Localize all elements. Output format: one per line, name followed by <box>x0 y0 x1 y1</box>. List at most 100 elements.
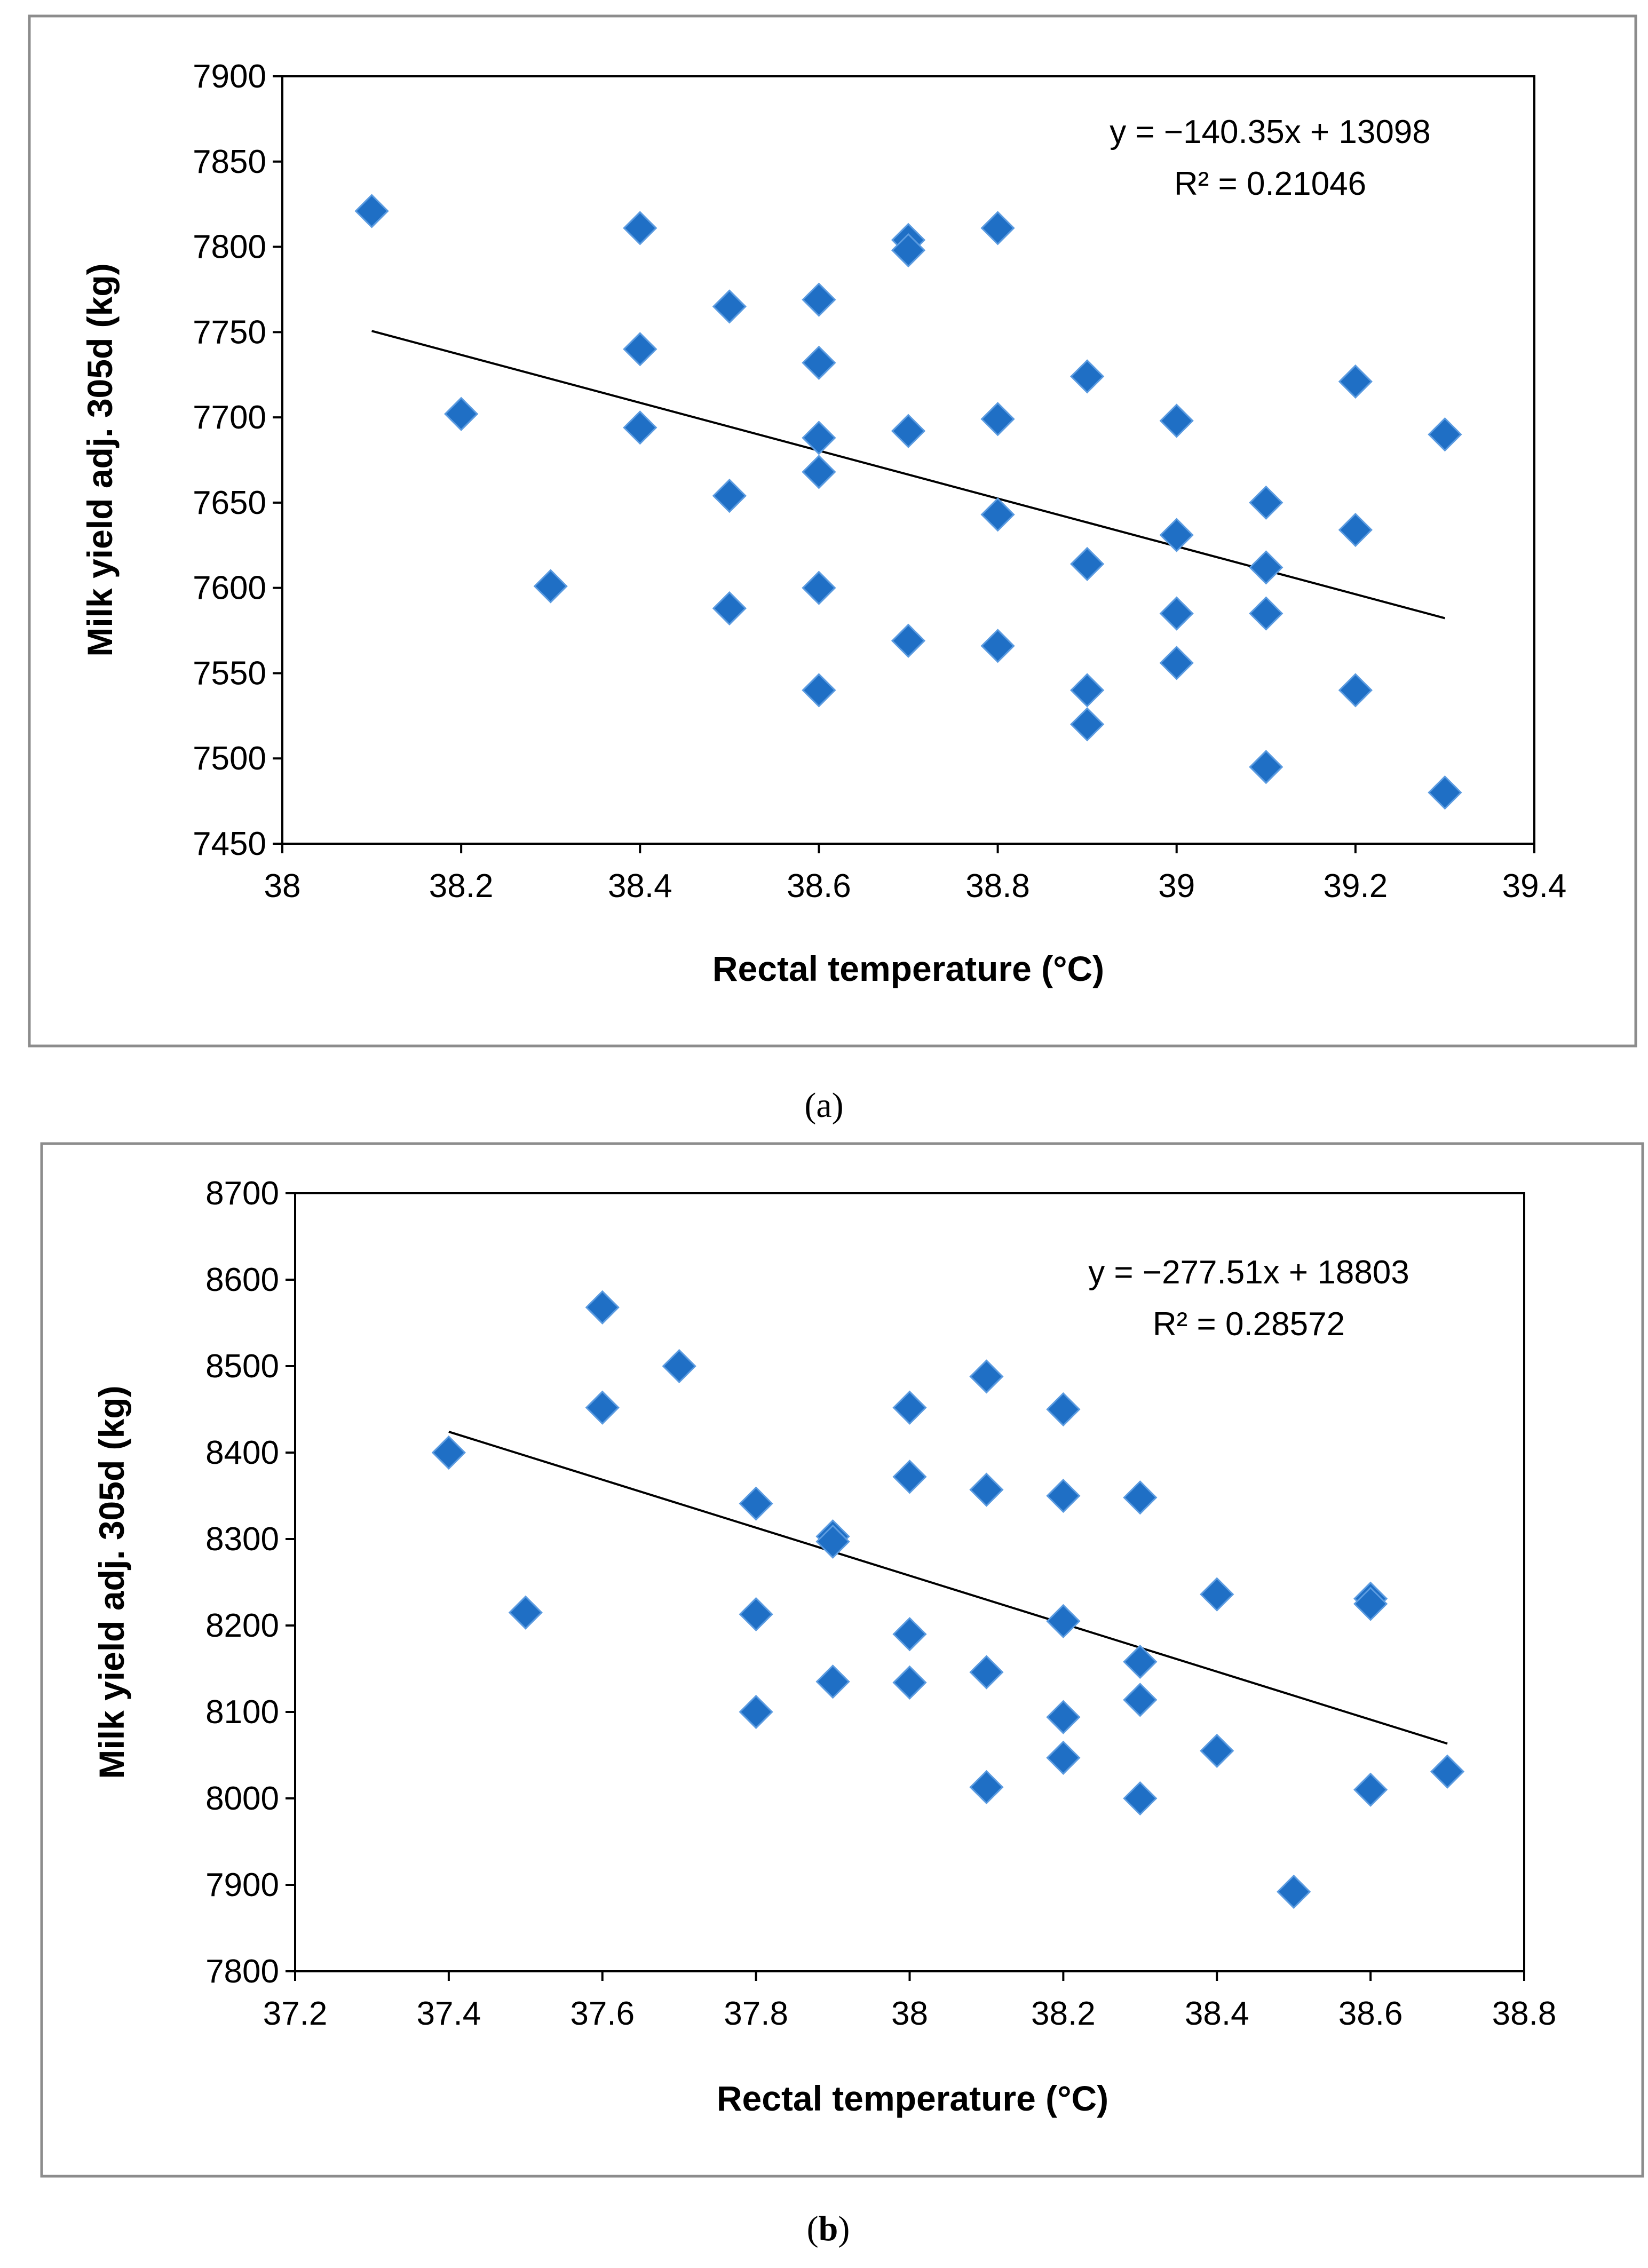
data-point <box>1159 403 1194 438</box>
data-point <box>891 623 926 658</box>
y-tick-label: 8700 <box>205 1175 279 1212</box>
y-tick-label: 8300 <box>205 1521 279 1558</box>
equation-b: y = −277.51x + 18803 <box>1088 1254 1409 1291</box>
data-point <box>815 1664 850 1699</box>
y-tick-label: 7800 <box>193 229 266 266</box>
data-point <box>802 421 836 455</box>
data-point <box>1249 550 1283 585</box>
y-tick-label: 8500 <box>205 1348 279 1385</box>
data-point <box>623 211 657 245</box>
data-point <box>980 402 1015 437</box>
y-tick-label: 7650 <box>193 485 266 521</box>
x-tick-label: 38 <box>891 1995 928 2032</box>
data-point <box>1249 750 1283 784</box>
plot-area-a <box>281 75 1535 845</box>
data-point <box>354 194 389 228</box>
x-tick-label: 39.4 <box>1502 868 1567 905</box>
data-point <box>1338 364 1373 399</box>
data-point <box>712 478 747 513</box>
data-point <box>891 414 926 448</box>
data-point <box>1249 596 1283 631</box>
panel-label-a: (a) <box>804 1086 843 1125</box>
x-tick-label: 38.4 <box>608 868 672 905</box>
x-tick-label: 38.8 <box>965 868 1030 905</box>
data-point <box>662 1349 696 1384</box>
chart-panel-b: 7800 7900 8000 8100 8200 8300 8400 8500 8600 8700… <box>40 1142 1644 2178</box>
y-tick-label: 7600 <box>193 570 266 607</box>
data-point <box>712 591 747 626</box>
r-squared-a: R² = 0.21046 <box>1174 165 1366 202</box>
data-point <box>1070 359 1105 394</box>
x-axis-ticks-a: 38 38.2 38.4 38.6 38.8 39 39.2 39.4 <box>264 844 1567 905</box>
data-point <box>1338 673 1373 708</box>
data-point <box>739 1597 773 1632</box>
data-point <box>1159 596 1194 631</box>
x-tick-label: 37.4 <box>417 1995 481 2032</box>
x-tick-label: 37.2 <box>263 1995 328 2032</box>
data-point <box>739 1694 773 1730</box>
data-point <box>892 1460 927 1494</box>
chart-panel-a: 7450 7500 7550 7600 7650 7700 7750 7800 7850 7900… <box>28 14 1637 1048</box>
data-point <box>1046 1478 1081 1513</box>
y-tick-label: 7500 <box>193 740 266 777</box>
y-tick-label: 7900 <box>205 1867 279 1904</box>
x-tick-label: 38.6 <box>787 868 851 905</box>
data-point <box>623 410 657 445</box>
y-tick-label: 7750 <box>193 314 266 351</box>
y-axis-ticks-a: 7450 7500 7550 7600 7650 7700 7750 7800 7850 7900 <box>193 58 282 862</box>
data-point <box>1338 512 1373 548</box>
data-point <box>980 497 1015 532</box>
y-tick-label: 7900 <box>193 58 266 95</box>
data-point <box>1159 646 1194 680</box>
equation-a: y = −140.35x + 13098 <box>1110 114 1431 150</box>
data-points-b <box>431 1290 1465 1909</box>
data-point <box>802 345 836 380</box>
data-point <box>969 1359 1004 1394</box>
data-point <box>969 1472 1004 1507</box>
data-point <box>1428 417 1462 452</box>
data-point <box>1277 1874 1311 1909</box>
x-tick-label: 37.6 <box>570 1995 635 2032</box>
y-tick-label: 8000 <box>205 1780 279 1817</box>
y-tick-label: 7700 <box>193 399 266 436</box>
y-tick-label: 7550 <box>193 655 266 692</box>
y-tick-label: 7850 <box>193 144 266 180</box>
data-point <box>1200 1577 1234 1612</box>
data-point <box>1070 546 1105 582</box>
y-axis-ticks-b: 7800 7900 8000 8100 8200 8300 8400 8500 8600 8700 <box>205 1175 295 1990</box>
data-point <box>1159 518 1194 552</box>
data-point <box>585 1290 620 1325</box>
data-points-a <box>354 194 1462 810</box>
panel-label-b: (b) <box>807 2209 850 2248</box>
x-axis-ticks-b: 37.2 37.4 37.6 37.8 38 38.2 38.4 38.6 38.8 <box>263 1971 1557 2032</box>
data-point <box>508 1595 543 1630</box>
data-point <box>815 1524 850 1559</box>
x-tick-label: 39.2 <box>1324 868 1388 905</box>
data-point <box>585 1390 620 1425</box>
data-point <box>980 211 1015 245</box>
data-point <box>1430 1754 1465 1789</box>
data-point <box>969 1655 1004 1690</box>
data-point <box>1046 1740 1081 1775</box>
data-point <box>802 282 836 317</box>
data-point <box>1046 1700 1081 1734</box>
x-tick-label: 38.2 <box>429 868 494 905</box>
data-point <box>969 1770 1004 1805</box>
plot-area-b <box>294 1192 1525 1972</box>
x-axis-title-b: Rectal temperature (°C) <box>717 2079 1108 2118</box>
data-point <box>802 455 836 489</box>
data-point <box>892 1617 927 1652</box>
y-tick-label: 7450 <box>193 826 266 862</box>
data-point <box>1046 1392 1081 1427</box>
y-tick-label: 7800 <box>205 1953 279 1990</box>
y-axis-title-b: Milk yield adj. 305d (kg) <box>92 1385 131 1779</box>
y-axis-title-a: Milk yield adj. 305d (kg) <box>80 263 120 656</box>
x-tick-label: 38.6 <box>1338 1995 1403 2032</box>
data-point <box>739 1486 773 1521</box>
data-point <box>1123 1781 1158 1816</box>
r-squared-b: R² = 0.28572 <box>1153 1306 1345 1343</box>
x-tick-label: 38.8 <box>1492 1995 1557 2032</box>
y-tick-label: 8600 <box>205 1262 279 1298</box>
trendline-b <box>448 1431 1448 1745</box>
